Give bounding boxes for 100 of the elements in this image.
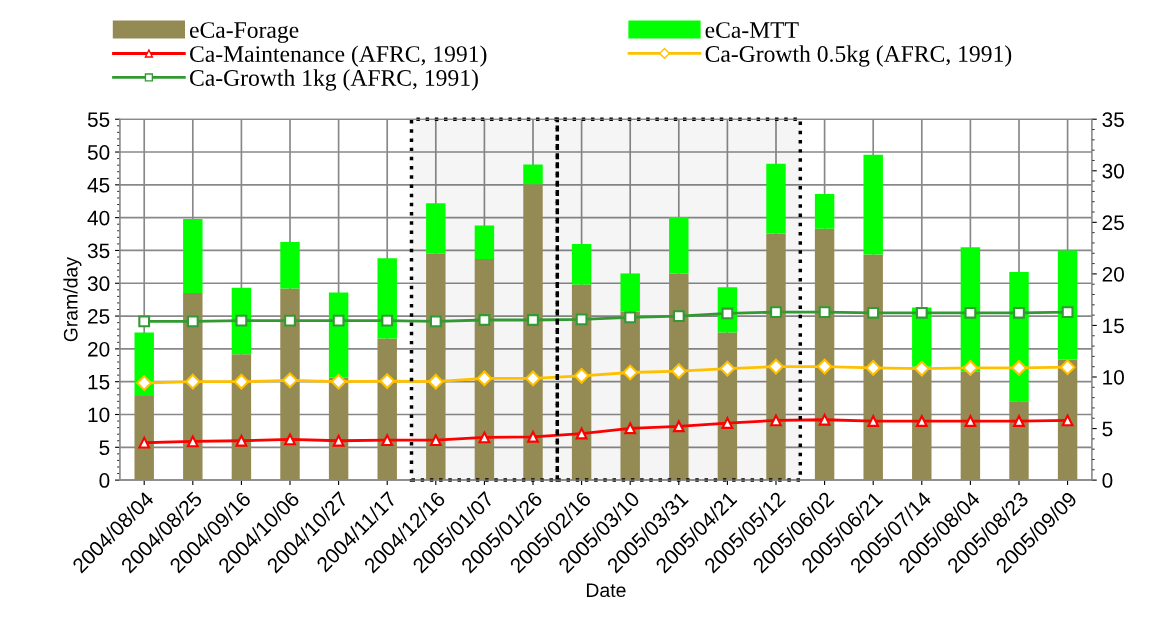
point: [284, 314, 296, 327]
bar: [1057, 250, 1078, 360]
bar: [766, 233, 786, 481]
point: [915, 306, 928, 319]
bar: [426, 253, 446, 481]
y-tick-label: 30: [87, 276, 110, 292]
x-axis-title: Date: [586, 583, 626, 598]
y-tick-label: 40: [87, 210, 110, 226]
y2-tick-label: 20: [1102, 266, 1124, 282]
point: [478, 314, 491, 326]
y2-tick-label: 25: [1102, 215, 1124, 231]
point: [1061, 414, 1074, 427]
point: [235, 434, 248, 447]
point: [379, 373, 396, 389]
point: [527, 314, 539, 326]
y2-tick-label: 15: [1103, 318, 1124, 334]
point: [427, 373, 444, 390]
point: [818, 413, 831, 426]
point: [1061, 306, 1074, 319]
y2-tick-label: 10: [1103, 370, 1124, 385]
point: [1013, 306, 1025, 319]
point: [332, 434, 345, 447]
y-tick-label: 50: [87, 145, 110, 160]
point: [330, 373, 347, 390]
point: [138, 436, 151, 449]
point: [1011, 359, 1027, 376]
y2-tick-label: 0: [1102, 473, 1113, 488]
y-tick-label: 5: [99, 440, 110, 456]
legend-label: Ca-Growth 0.5kg (AFRC, 1991): [705, 45, 1012, 67]
point: [332, 314, 345, 327]
point: [818, 306, 831, 319]
bar: [814, 194, 835, 229]
bar: [377, 338, 397, 481]
bar: [280, 241, 300, 289]
bar: [134, 396, 154, 481]
point: [429, 315, 442, 328]
point: [867, 415, 880, 427]
point: [964, 306, 977, 319]
point: [136, 375, 153, 391]
point: [721, 417, 734, 429]
y-tick-label: 15: [88, 374, 110, 390]
point: [527, 430, 539, 443]
point: [962, 359, 979, 376]
bar: [183, 218, 203, 294]
point: [525, 370, 541, 387]
point: [573, 367, 590, 384]
point: [768, 358, 784, 375]
bar: [426, 203, 446, 254]
point: [719, 360, 736, 377]
y-tick-label: 25: [88, 309, 110, 324]
point: [233, 373, 250, 390]
point: [478, 431, 491, 444]
point: [186, 435, 199, 448]
point: [913, 360, 930, 377]
point: [138, 315, 151, 328]
bar: [669, 216, 689, 274]
point: [282, 372, 298, 389]
y-tick-label: 45: [87, 178, 110, 193]
point: [624, 311, 637, 324]
point: [964, 415, 977, 427]
bar: [1009, 401, 1029, 481]
y-tick-label: 35: [87, 243, 110, 259]
point: [770, 306, 782, 319]
legend-label: Ca-Maintenance (AFRC, 1991): [190, 45, 487, 67]
point: [915, 415, 928, 427]
bar: [960, 371, 981, 481]
y-tick-label: 20: [88, 341, 110, 357]
bar: [474, 258, 495, 481]
y2-tick-label: 30: [1102, 163, 1124, 179]
point: [476, 370, 493, 387]
y2-tick-label: 5: [1102, 421, 1113, 437]
bar: [474, 225, 495, 259]
point: [235, 314, 248, 327]
bar: [571, 243, 592, 285]
point: [670, 363, 687, 380]
bar: [620, 273, 640, 312]
point: [867, 306, 880, 319]
bar: [814, 228, 835, 481]
y-tick-label: 0: [99, 473, 110, 488]
point: [622, 364, 639, 381]
y-axis-title: Gram/day: [63, 257, 82, 342]
y-tick-label: 10: [88, 407, 110, 423]
bar: [523, 184, 543, 481]
point: [184, 373, 201, 390]
legend-label: Ca-Growth 1kg (AFRC, 1991): [190, 69, 478, 91]
bar: [766, 163, 786, 234]
point: [672, 310, 685, 322]
legend-label: eCa-MTT: [705, 22, 799, 39]
point: [429, 434, 442, 446]
point: [624, 422, 637, 435]
point: [865, 359, 882, 376]
point: [1013, 415, 1025, 427]
y-tick-label: 55: [87, 112, 110, 127]
point: [672, 420, 685, 433]
point: [770, 414, 782, 427]
point: [186, 315, 199, 328]
legend-label: eCa-Forage: [189, 22, 299, 43]
point: [381, 314, 394, 327]
bar: [523, 164, 543, 185]
point: [1059, 359, 1076, 376]
